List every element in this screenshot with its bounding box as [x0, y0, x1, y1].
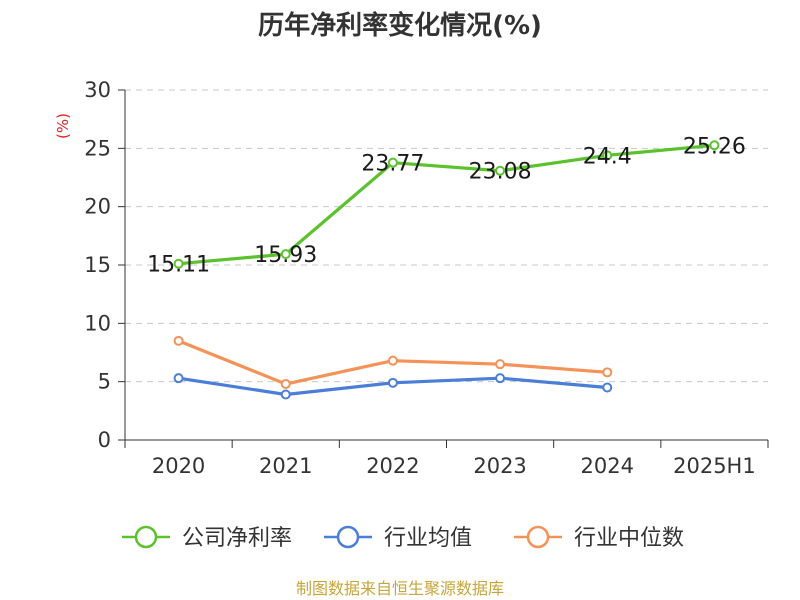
legend-label-0: 公司净利率	[182, 526, 292, 551]
legend-marker-1	[336, 525, 360, 549]
data-source-note: 制图数据来自恒生聚源数据库	[296, 579, 504, 598]
data-labels: 15.11 15.93 23.77 23.08 24.4 25.26	[147, 134, 746, 277]
series-group	[173, 140, 720, 400]
data-label-2: 23.77	[361, 152, 424, 177]
legend: 公司净利率 行业均值 行业中位数	[122, 525, 684, 551]
series-1-point-1	[280, 389, 291, 400]
y-tick-label-4: 20	[84, 195, 111, 219]
data-label-1: 15.93	[254, 243, 317, 268]
x-tick-label-3: 2023	[473, 454, 526, 478]
series-0-point-2	[387, 157, 398, 168]
series-2-point-1	[280, 379, 291, 389]
data-label-3: 23.08	[469, 160, 532, 185]
x-tick-label-4: 2024	[581, 454, 634, 478]
legend-label-1: 行业均值	[384, 526, 472, 551]
series-2-point-0	[173, 335, 184, 346]
series-0-point-3	[495, 165, 506, 176]
series-2-point-3	[495, 359, 506, 370]
axes: 0 5 10 15 20 25 30 2020 2021 2022 2023 2024 2025H1	[84, 78, 769, 478]
legend-marker-2	[526, 525, 550, 549]
y-tick-label-1: 5	[98, 370, 111, 394]
x-tick-label-0: 2020	[152, 454, 205, 478]
legend-label-2: 行业中位数	[574, 526, 684, 551]
chart-title: 历年净利率变化情况(%)	[258, 10, 542, 41]
grid-lines	[125, 89, 768, 383]
x-tick-label-5: 2025H1	[673, 454, 756, 478]
data-label-0: 15.11	[147, 253, 210, 278]
y-tick-label-6: 30	[84, 78, 111, 102]
y-tick-label-5: 25	[84, 136, 111, 160]
series-1-point-3	[495, 373, 506, 384]
series-0-point-5	[709, 140, 720, 151]
series-2-point-2	[387, 355, 398, 366]
series-1-point-2	[387, 377, 398, 388]
series-0-point-0	[173, 258, 184, 269]
series-0-point-1	[280, 249, 291, 260]
data-label-5: 25.26	[683, 134, 746, 159]
x-tick-label-2: 2022	[366, 454, 419, 478]
series-1-point-0	[173, 373, 184, 384]
data-label-4: 24.4	[583, 144, 632, 169]
series-0-point-4	[602, 150, 613, 161]
series-2-point-4	[602, 367, 613, 378]
series-line-0	[178, 143, 715, 266]
y-tick-label-3: 15	[84, 253, 111, 277]
legend-marker-0	[134, 525, 158, 549]
x-tick-label-1: 2021	[259, 454, 312, 478]
series-1-point-4	[602, 382, 613, 393]
y-tick-label-2: 10	[84, 311, 111, 335]
y-tick-label-0: 0	[98, 428, 111, 452]
y-axis-unit: (%)	[54, 113, 72, 139]
